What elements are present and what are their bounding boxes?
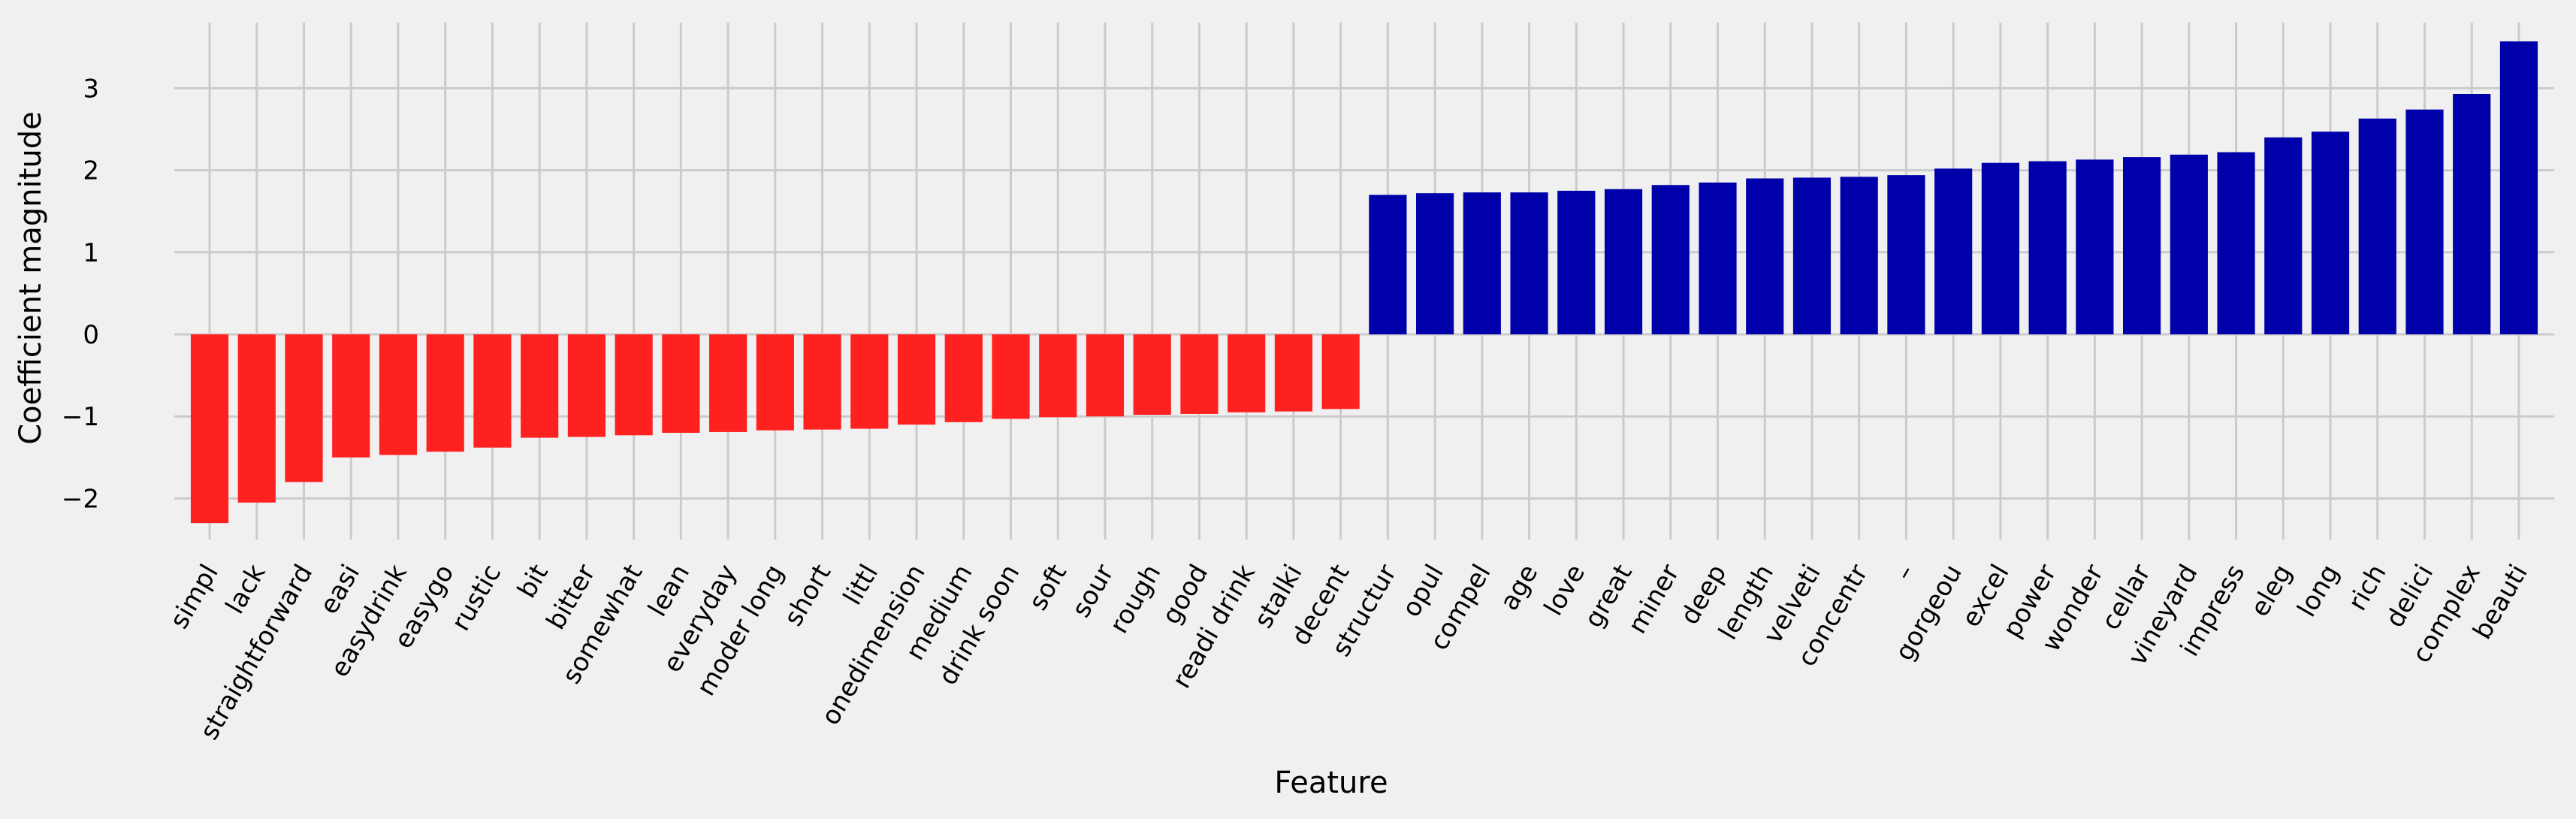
bar-41 [2122,157,2161,334]
bar-8 [567,334,606,437]
bar-43 [2217,152,2255,334]
bar-30 [1604,189,1643,334]
bar-36 [1887,175,1925,334]
bar-40 [2076,159,2114,334]
bar-14 [850,334,889,429]
x-tick-label: rich [2342,560,2392,616]
bar-47 [2405,109,2444,334]
bar-35 [1840,177,1878,334]
x-tick-labels: simpllackstraightforwardeasieasydrinkeas… [165,559,2534,745]
bar-49 [2499,41,2538,334]
bar-10 [662,334,700,434]
x-tick-label: rustic [445,560,507,636]
bar-34 [1792,177,1832,334]
bar-11 [709,334,747,432]
x-tick-label: age [1494,560,1544,616]
y-tick-labels: −2 −1 0 1 2 3 [62,74,99,514]
bar-26 [1416,193,1454,334]
bar-9 [615,334,653,436]
bar-13 [803,334,841,430]
y-tick-label: −2 [62,484,99,514]
bar-1 [237,334,276,503]
bar-17 [992,334,1030,419]
bar-25 [1369,195,1407,334]
bar-38 [1981,162,2019,334]
grid-lines [174,23,2554,539]
x-tick-label: simpl [165,560,225,634]
bar-5 [426,334,464,452]
bar-29 [1557,190,1596,334]
x-tick-label: bit [512,560,554,603]
bar-37 [1934,168,1973,334]
bar-6 [473,334,512,448]
bar-32 [1699,182,1737,334]
bar-46 [2358,118,2396,334]
x-tick-label: short [778,560,837,632]
bar-28 [1510,192,1548,334]
bar-39 [2028,161,2067,334]
bar-33 [1746,178,1784,334]
y-tick-label: 1 [83,238,99,268]
x-tick-label: long [2291,560,2345,623]
bar-44 [2264,137,2303,334]
bar-21 [1180,334,1219,414]
bar-12 [756,334,794,431]
x-tick-label: – [1889,560,1921,586]
bar-20 [1133,334,1171,416]
bar-48 [2453,94,2491,334]
y-tick-label: 2 [83,156,99,186]
bar-16 [944,334,983,422]
bar-4 [379,334,418,455]
y-tick-label: −1 [62,402,99,432]
bar-27 [1463,192,1501,334]
bar-2 [285,334,323,482]
y-tick-label: 3 [83,74,99,104]
bar-19 [1086,334,1125,417]
y-tick-label: 0 [83,320,99,350]
x-axis-title: Feature [1274,766,1388,800]
bar-3 [332,334,370,458]
x-tick-label: littl [838,560,884,611]
y-axis-title: Coefficient magnitude [14,111,48,445]
bar-42 [2170,154,2208,334]
x-tick-label: eleg [2245,560,2298,622]
bar-23 [1274,334,1312,412]
bar-0 [190,334,229,524]
bar-22 [1228,334,1266,413]
bar-18 [1039,334,1077,418]
x-tick-label: soft [1023,560,1073,616]
bar-45 [2311,131,2350,334]
bar-15 [897,334,936,425]
bar-24 [1321,334,1360,410]
bars [190,41,2538,524]
bar-7 [521,334,559,438]
bar-31 [1651,185,1690,334]
